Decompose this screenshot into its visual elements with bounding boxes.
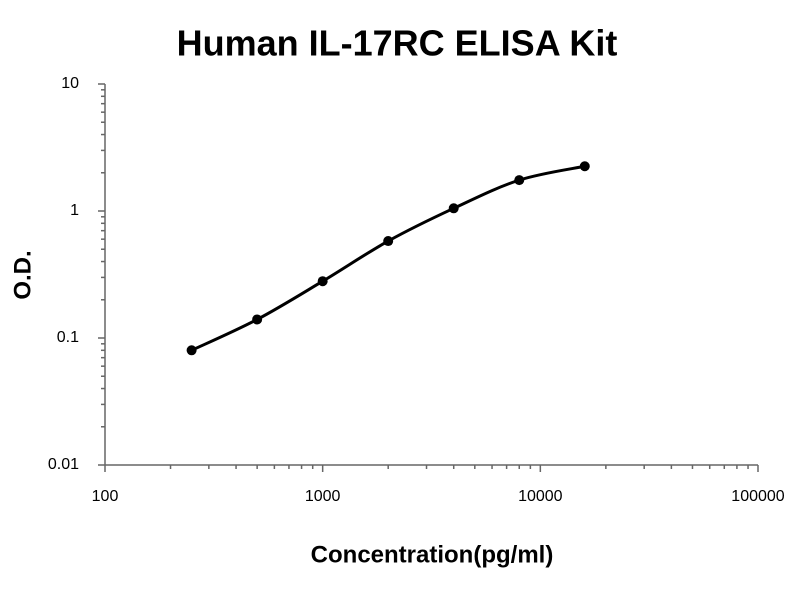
data-point bbox=[579, 161, 590, 172]
data-point bbox=[252, 314, 263, 325]
x-tick-label: 10000 bbox=[518, 488, 563, 505]
fit-line bbox=[190, 164, 586, 352]
data-point bbox=[317, 276, 328, 287]
data-point bbox=[186, 345, 197, 356]
data-point bbox=[383, 236, 394, 247]
data-point bbox=[514, 175, 525, 186]
chart-title: Human IL-17RC ELISA Kit bbox=[177, 23, 618, 64]
y-tick-label: 10 bbox=[61, 75, 79, 92]
y-axis-title: O.D. bbox=[9, 250, 36, 299]
x-tick-label: 1000 bbox=[305, 488, 341, 505]
y-tick-label: 0.01 bbox=[48, 456, 79, 473]
x-axis-title: Concentration(pg/ml) bbox=[311, 541, 554, 568]
y-tick-label: 1 bbox=[70, 202, 79, 219]
y-tick-label: 0.1 bbox=[57, 329, 79, 346]
x-tick-label: 100000 bbox=[731, 488, 784, 505]
x-tick-label: 100 bbox=[92, 488, 119, 505]
data-point bbox=[448, 203, 459, 214]
